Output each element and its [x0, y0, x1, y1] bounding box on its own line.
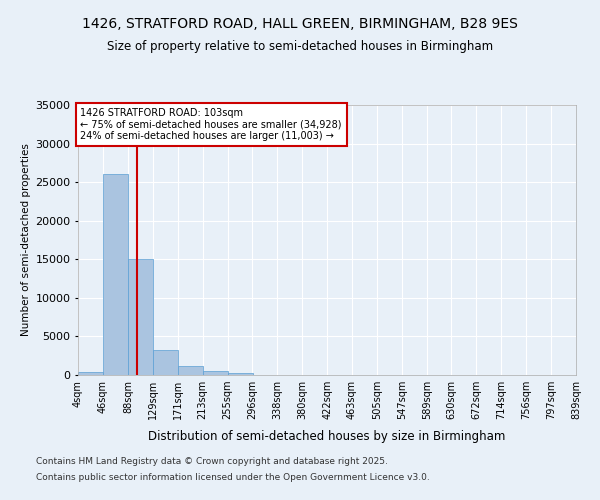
X-axis label: Distribution of semi-detached houses by size in Birmingham: Distribution of semi-detached houses by … — [148, 430, 506, 444]
Bar — [152, 350, 178, 375]
Bar — [227, 374, 253, 375]
Y-axis label: Number of semi-detached properties: Number of semi-detached properties — [21, 144, 31, 336]
Bar — [103, 174, 128, 375]
Text: 1426 STRATFORD ROAD: 103sqm
← 75% of semi-detached houses are smaller (34,928)
2: 1426 STRATFORD ROAD: 103sqm ← 75% of sem… — [80, 108, 342, 141]
Text: Contains public sector information licensed under the Open Government Licence v3: Contains public sector information licen… — [36, 472, 430, 482]
Text: Size of property relative to semi-detached houses in Birmingham: Size of property relative to semi-detach… — [107, 40, 493, 53]
Bar — [78, 372, 103, 375]
Bar — [128, 258, 153, 375]
Bar — [178, 366, 203, 375]
Bar — [203, 372, 227, 375]
Text: Contains HM Land Registry data © Crown copyright and database right 2025.: Contains HM Land Registry data © Crown c… — [36, 458, 388, 466]
Text: 1426, STRATFORD ROAD, HALL GREEN, BIRMINGHAM, B28 9ES: 1426, STRATFORD ROAD, HALL GREEN, BIRMIN… — [82, 18, 518, 32]
